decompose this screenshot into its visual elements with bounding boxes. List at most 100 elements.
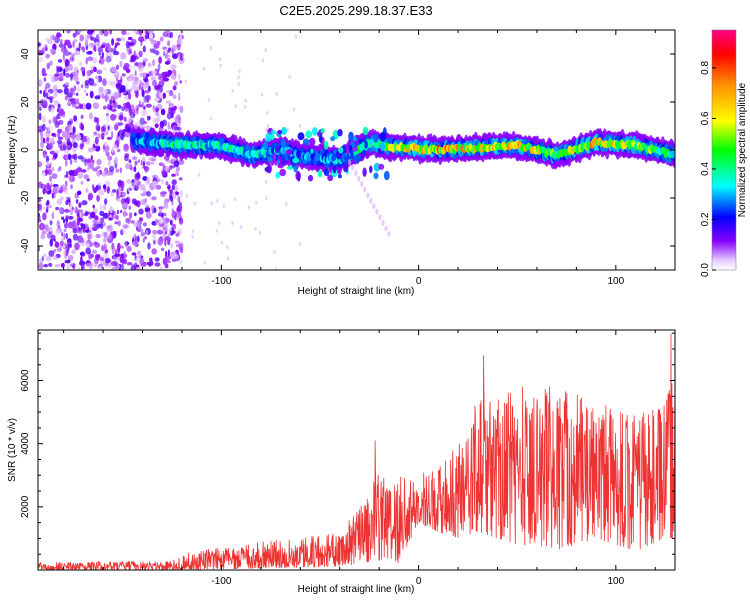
noise-mark — [55, 229, 60, 236]
x-tick-label: 100 — [607, 576, 624, 587]
streak-mark — [378, 214, 382, 221]
noise-mark — [73, 159, 78, 163]
noise-mark — [178, 242, 184, 250]
noise-mark — [117, 104, 122, 109]
band-blob — [302, 159, 308, 165]
noise-mark — [128, 73, 135, 79]
noise-mark — [62, 52, 65, 60]
noise-mark — [48, 250, 55, 257]
noise-mark — [244, 105, 247, 109]
noise-mark — [79, 61, 82, 67]
band-blob — [270, 130, 276, 135]
noise-mark — [120, 52, 127, 60]
noise-mark — [247, 205, 251, 210]
noise-mark — [58, 43, 64, 48]
noise-mark — [125, 212, 128, 216]
noise-mark — [255, 200, 258, 205]
noise-mark — [89, 90, 94, 99]
noise-mark — [47, 92, 51, 98]
band-blob — [323, 140, 329, 150]
noise-mark — [119, 60, 123, 68]
noise-mark — [84, 79, 89, 86]
noise-mark — [86, 51, 93, 55]
noise-mark — [125, 68, 131, 74]
noise-mark — [112, 144, 117, 149]
noise-mark — [110, 80, 116, 87]
noise-mark — [105, 112, 109, 117]
noise-mark — [144, 34, 149, 40]
noise-mark — [179, 80, 182, 84]
band-blob — [338, 146, 344, 154]
noise-mark — [142, 161, 146, 167]
noise-mark — [145, 207, 150, 212]
noise-mark — [152, 117, 155, 124]
noise-mark — [130, 65, 133, 70]
noise-mark — [83, 89, 86, 93]
noise-mark — [64, 95, 69, 101]
band-blob — [297, 172, 301, 182]
band-blob — [293, 165, 298, 173]
noise-mark — [96, 195, 100, 202]
noise-mark — [166, 58, 171, 65]
noise-mark — [46, 137, 50, 142]
noise-mark — [67, 100, 72, 105]
band-blob — [323, 168, 330, 177]
noise-mark — [53, 150, 60, 154]
noise-mark — [77, 227, 82, 232]
noise-mark — [46, 199, 50, 206]
band-blob — [272, 152, 277, 161]
noise-mark — [57, 136, 64, 140]
noise-mark — [65, 66, 69, 73]
noise-mark — [85, 102, 92, 110]
noise-mark — [114, 162, 118, 169]
noise-mark — [155, 107, 160, 113]
noise-mark — [116, 189, 119, 197]
noise-mark — [75, 45, 80, 49]
noise-mark — [157, 229, 164, 235]
noise-mark — [53, 100, 59, 106]
noise-mark — [125, 163, 131, 169]
noise-mark — [191, 234, 194, 239]
noise-mark — [286, 128, 289, 133]
noise-mark — [146, 190, 152, 197]
noise-mark — [69, 73, 74, 79]
noise-mark — [109, 125, 113, 132]
noise-mark — [171, 258, 176, 262]
noise-mark — [274, 267, 278, 270]
noise-mark — [133, 166, 137, 173]
noise-mark — [179, 35, 183, 43]
noise-mark — [50, 107, 55, 113]
noise-mark — [77, 190, 82, 196]
noise-mark — [45, 168, 48, 176]
noise-mark — [116, 209, 120, 215]
noise-mark — [103, 30, 109, 37]
noise-mark — [142, 238, 145, 243]
noise-mark — [96, 223, 102, 228]
noise-mark — [108, 160, 111, 167]
noise-mark — [58, 108, 65, 117]
band-blob — [307, 174, 314, 182]
spectrogram-panel: -100 0 100 -40 -20 0 20 40 Height of straight l… — [7, 29, 676, 297]
noise-mark — [67, 124, 72, 132]
noise-mark — [147, 116, 150, 122]
noise-mark — [85, 57, 88, 65]
noise-mark — [69, 158, 73, 165]
noise-mark — [158, 73, 164, 79]
chart-title: C2E5.2025.299.18.37.E33 — [279, 3, 432, 18]
band-blob — [267, 156, 273, 163]
noise-mark — [88, 78, 95, 86]
noise-mark — [73, 115, 77, 122]
noise-mark — [38, 80, 44, 85]
noise-mark — [166, 112, 173, 120]
noise-mark — [140, 198, 147, 206]
noise-mark — [166, 236, 172, 243]
noise-mark — [49, 220, 53, 226]
noise-mark — [81, 200, 88, 206]
band-blob — [358, 138, 363, 144]
noise-mark — [233, 197, 237, 202]
noise-mark — [75, 92, 79, 96]
noise-mark — [101, 217, 105, 221]
noise-mark — [52, 34, 55, 41]
noise-mark — [137, 159, 141, 163]
noise-mark — [151, 248, 157, 255]
